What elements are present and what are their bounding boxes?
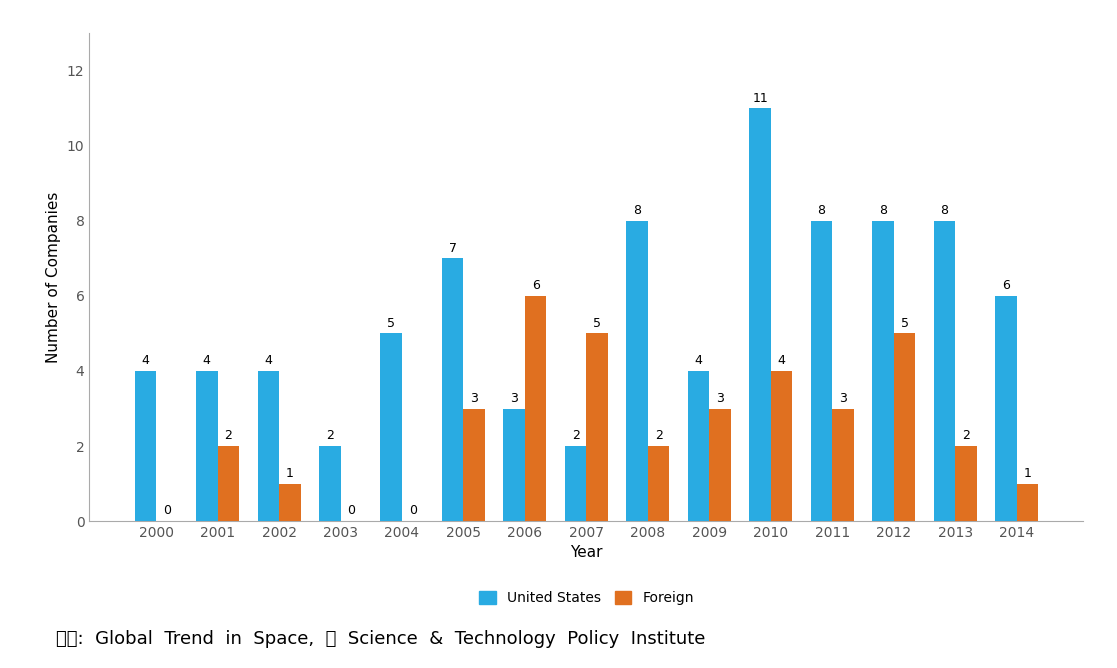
Text: 0: 0 [347, 504, 355, 517]
Text: 출처:  Global  Trend  in  Space,  미  Science  &  Technology  Policy  Institute: 출처: Global Trend in Space, 미 Science & T… [56, 630, 705, 648]
Text: 3: 3 [716, 391, 724, 405]
Bar [627, 221, 648, 521]
Bar [872, 221, 894, 521]
Bar [1016, 484, 1039, 521]
Bar [688, 371, 709, 521]
Bar [279, 484, 300, 521]
Bar [586, 333, 608, 521]
Text: 1: 1 [1023, 467, 1031, 480]
Bar [565, 446, 586, 521]
Bar [832, 409, 853, 521]
Text: 4: 4 [142, 354, 150, 367]
Bar [464, 409, 485, 521]
Text: 2: 2 [326, 430, 334, 442]
Bar [381, 333, 402, 521]
Bar [709, 409, 731, 521]
Text: 4: 4 [695, 354, 703, 367]
Text: 4: 4 [265, 354, 273, 367]
Text: 3: 3 [510, 391, 518, 405]
Text: 6: 6 [1002, 279, 1010, 292]
Text: 8: 8 [818, 204, 825, 217]
Text: 6: 6 [532, 279, 540, 292]
Text: 2: 2 [962, 430, 970, 442]
Text: 8: 8 [879, 204, 887, 217]
Bar [319, 446, 341, 521]
Bar [218, 446, 239, 521]
Bar [258, 371, 279, 521]
Text: 1: 1 [286, 467, 294, 480]
Bar [525, 296, 546, 521]
Bar [504, 409, 525, 521]
Text: 2: 2 [572, 430, 580, 442]
Text: 5: 5 [388, 317, 395, 330]
Bar [134, 371, 156, 521]
Bar [750, 108, 771, 521]
Text: 3: 3 [470, 391, 478, 405]
Text: 8: 8 [941, 204, 948, 217]
Text: 2: 2 [655, 430, 662, 442]
Bar [995, 296, 1016, 521]
Bar [934, 221, 955, 521]
Text: 8: 8 [633, 204, 641, 217]
Text: 0: 0 [409, 504, 417, 517]
Bar [442, 259, 464, 521]
Text: 7: 7 [449, 242, 457, 255]
X-axis label: Year: Year [570, 546, 603, 560]
Y-axis label: Number of Companies: Number of Companies [46, 192, 61, 363]
Text: 4: 4 [777, 354, 785, 367]
Text: 5: 5 [900, 317, 908, 330]
Bar [955, 446, 977, 521]
Text: 2: 2 [225, 430, 232, 442]
Bar [648, 446, 669, 521]
Text: 0: 0 [163, 504, 171, 517]
Bar [811, 221, 832, 521]
Legend: United States, Foreign: United States, Foreign [479, 591, 694, 605]
Text: 4: 4 [203, 354, 211, 367]
Bar [894, 333, 915, 521]
Text: 3: 3 [839, 391, 847, 405]
Bar [195, 371, 218, 521]
Text: 11: 11 [752, 92, 768, 105]
Bar [771, 371, 792, 521]
Text: 5: 5 [593, 317, 601, 330]
